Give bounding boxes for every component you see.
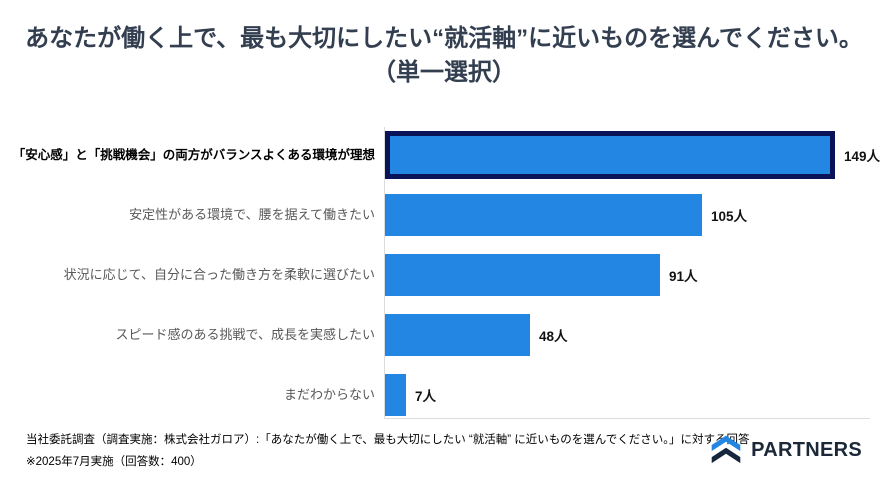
chart-row: 状況に応じて、自分に合った働き方を柔軟に選びたい 91人	[0, 245, 888, 305]
bar-area: 48人	[385, 314, 568, 356]
bar-highlighted	[385, 131, 835, 179]
category-label: 「安心感」と「挑戦機会」の両方がバランスよくある環境が理想	[12, 147, 375, 162]
partners-logo-text: PARTNERS	[751, 439, 862, 461]
category-label: 安定性がある環境で、腰を据えて働きたい	[129, 206, 375, 222]
partners-logo-icon	[711, 435, 741, 464]
bar-area: 7人	[385, 374, 436, 416]
category-label: 状況に応じて、自分に合った働き方を柔軟に選びたい	[63, 266, 375, 282]
category-label: スピード感のある挑戦で、成長を実感したい	[115, 326, 375, 342]
y-axis-line	[384, 127, 385, 419]
chart-row: まだわからない 7人	[0, 365, 888, 425]
value-label: 149人	[844, 149, 881, 164]
chart-row: スピード感のある挑戦で、成長を実感したい 48人	[0, 305, 888, 365]
value-label: 48人	[539, 329, 568, 344]
bar	[385, 374, 406, 416]
chart-row: 安定性がある環境で、腰を据えて働きたい 105人	[0, 185, 888, 245]
survey-date-note: ※2025年7月実施（回答数：400）	[26, 456, 202, 468]
bar-area: 149人	[385, 131, 880, 179]
bar-chart: 「安心感」と「挑戦機会」の両方がバランスよくある環境が理想 149人安定性がある環…	[0, 125, 888, 425]
value-label: 105人	[711, 209, 748, 224]
bar	[385, 254, 660, 296]
category-label: まだわからない	[283, 386, 375, 402]
page-title: あなたが働く上で、最も大切にしたい“就活軸”に近いものを選んでください。 （単一選…	[0, 22, 888, 90]
value-label: 91人	[669, 269, 698, 284]
source-note: 当社委託調査（調査実施：株式会社ガロア）:「あなたが働く上で、最も大切にしたい …	[26, 434, 750, 446]
bar-area: 91人	[385, 254, 698, 296]
page-title-line2: （単一選択）	[372, 59, 516, 87]
bar-area: 105人	[385, 194, 747, 236]
x-axis-line	[384, 418, 870, 419]
value-label: 7人	[415, 389, 437, 404]
chart-row: 「安心感」と「挑戦機会」の両方がバランスよくある環境が理想 149人	[0, 125, 888, 185]
partners-logo: PARTNERS	[708, 434, 862, 467]
chart-rows: 「安心感」と「挑戦機会」の両方がバランスよくある環境が理想 149人安定性がある環…	[0, 125, 888, 425]
bar	[385, 314, 530, 356]
bar	[385, 194, 702, 236]
page-title-line1: あなたが働く上で、最も大切にしたい“就活軸”に近いものを選んでください。	[25, 25, 863, 52]
